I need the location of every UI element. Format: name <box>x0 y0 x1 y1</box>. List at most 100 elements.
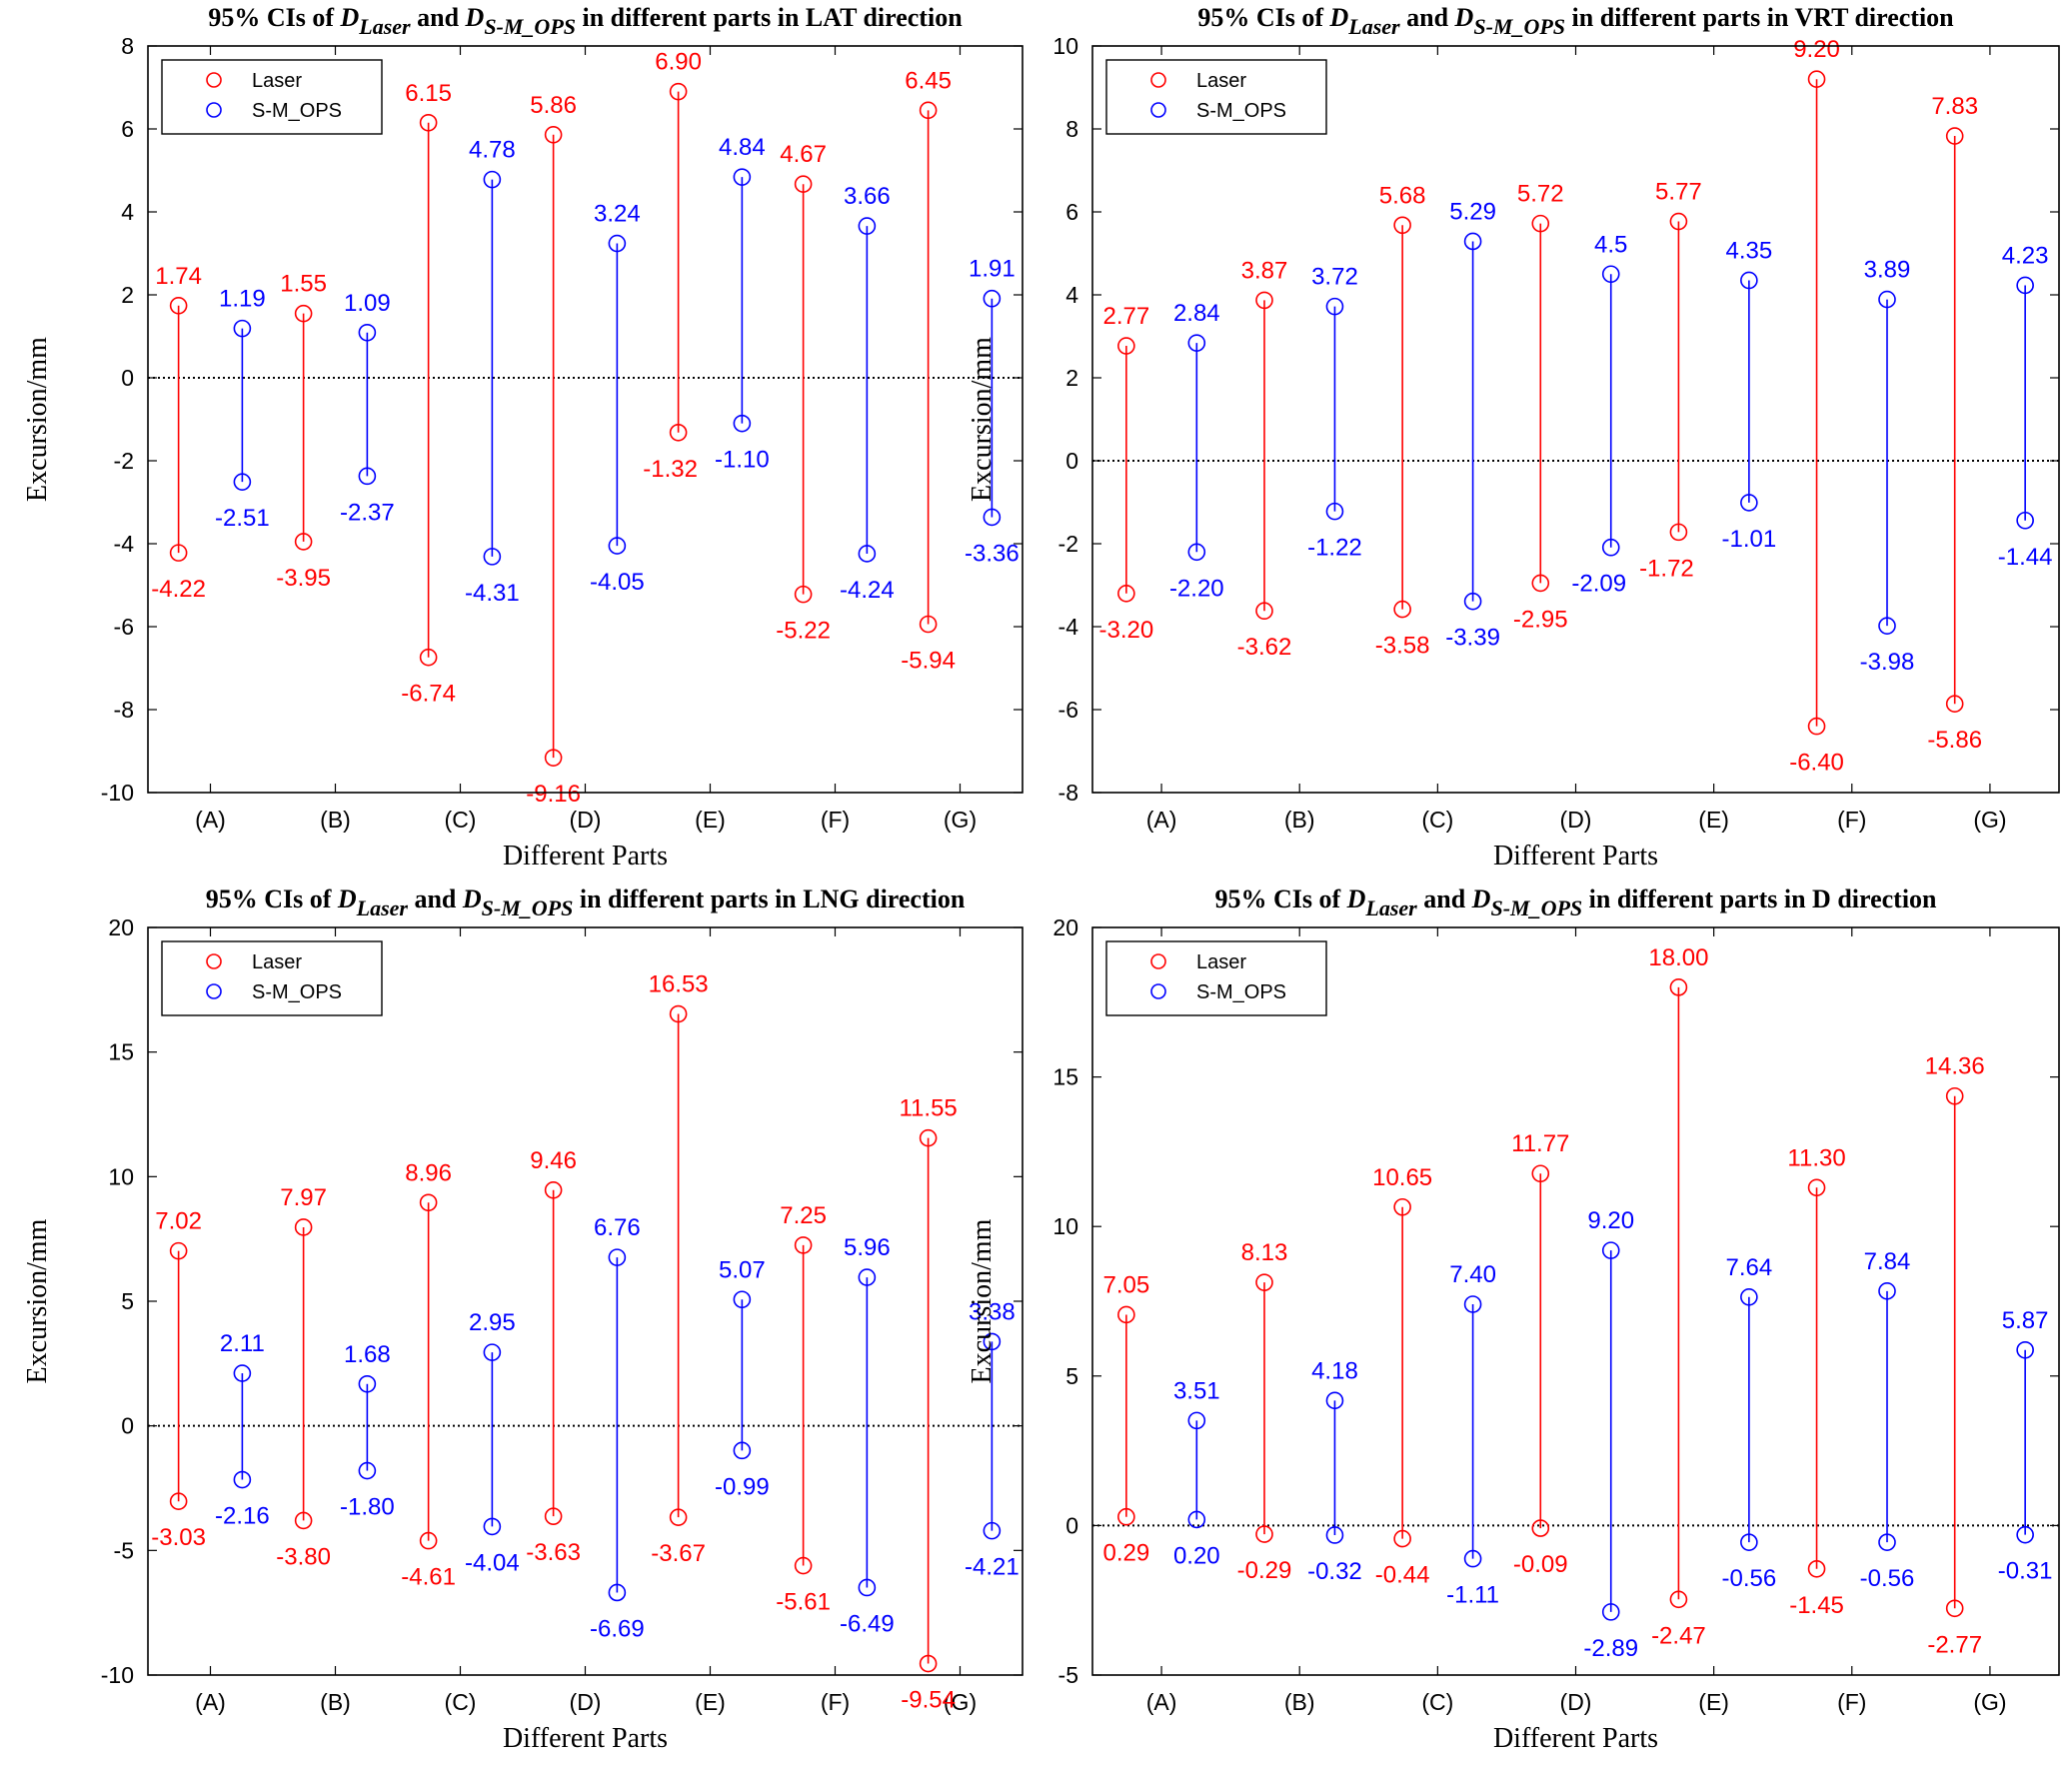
ci-lower-label: -2.20 <box>1169 575 1224 602</box>
legend-marker <box>206 983 222 999</box>
chart-panel-2: 95% CIs of DLaser and DS-M_OPS in differ… <box>967 3 2060 872</box>
ci-upper-label: 7.25 <box>780 1202 827 1229</box>
ci-lower-marker <box>608 1583 627 1602</box>
ci-lower-marker <box>669 423 688 442</box>
ci-upper-marker <box>608 234 627 253</box>
x-tick-label: (A) <box>1146 1689 1177 1715</box>
x-tick-label: (B) <box>320 1689 351 1715</box>
ci-lower-marker <box>1393 600 1411 619</box>
ci-lower-label: -0.56 <box>1722 1565 1777 1592</box>
ci-lower-marker <box>1669 1590 1688 1609</box>
ci-upper-marker <box>794 175 813 193</box>
legend-marker <box>1150 953 1166 969</box>
y-tick-label: -2 <box>1058 531 1078 557</box>
x-tick-label: (G) <box>1973 1689 2006 1715</box>
series-smops: 2.11 -2.16 1.68 -1.80 2.95 -4.04 6.76 -6.69 5.07… <box>215 1214 1020 1642</box>
ci-lower-marker <box>1878 1533 1896 1551</box>
ci-upper-marker <box>1187 334 1206 352</box>
ci-upper-marker <box>919 101 938 120</box>
ci-upper-marker <box>1807 70 1826 88</box>
x-tick-label: (A) <box>195 1689 226 1715</box>
y-tick-label: 4 <box>121 199 134 225</box>
ci-lower-marker <box>1740 1533 1758 1551</box>
ci-upper-label: 3.87 <box>1241 257 1288 284</box>
series-laser: 2.77 -3.20 3.87 -3.62 5.68 -3.58 5.72 -2.95 5.77… <box>1098 36 1982 776</box>
ci-lower-label: -2.89 <box>1583 1635 1638 1662</box>
x-tick-label: (D) <box>570 1689 602 1715</box>
ci-upper-marker <box>1325 297 1344 316</box>
y-tick-label: 0 <box>121 1413 134 1439</box>
ci-upper-marker <box>1945 127 1964 145</box>
ci-upper-marker <box>669 1004 688 1023</box>
ci-upper-label: 6.90 <box>655 49 702 76</box>
ci-upper-marker <box>294 304 313 323</box>
y-axis-label: Excursion/mm <box>967 337 998 502</box>
x-tick-label: (D) <box>1560 807 1592 833</box>
x-axis-label: Different Parts <box>503 841 668 872</box>
ci-upper-marker <box>233 319 252 338</box>
chart-panel-1: 95% CIs of DLaser and DS-M_OPS in differ… <box>22 3 1024 872</box>
ci-lower-marker <box>1601 538 1620 557</box>
ci-lower-label: -2.16 <box>215 1503 270 1530</box>
ci-upper-label: 3.89 <box>1864 257 1911 284</box>
ci-upper-label: 6.15 <box>405 80 452 107</box>
ci-upper-label: 6.45 <box>905 67 952 94</box>
ci-lower-label: -6.69 <box>590 1615 645 1642</box>
ci-lower-marker <box>1255 602 1273 621</box>
x-tick-label: (G) <box>944 807 977 833</box>
ci-lower-label: -1.10 <box>715 447 770 474</box>
ci-lower-marker <box>1393 1529 1411 1548</box>
x-tick-label: (D) <box>1560 1689 1592 1715</box>
ci-lower-label: -5.86 <box>1927 727 1982 754</box>
x-tick-label: (F) <box>1837 807 1866 833</box>
ci-upper-marker <box>1531 214 1550 233</box>
ci-lower-marker <box>1463 1549 1482 1568</box>
ci-lower-marker <box>358 467 377 486</box>
ci-lower-marker <box>1325 1526 1344 1544</box>
ci-upper-label: 5.77 <box>1655 179 1702 206</box>
ci-upper-marker <box>358 1374 377 1393</box>
ci-upper-label: 1.55 <box>280 271 327 298</box>
legend-box <box>161 940 383 1016</box>
x-tick-label: (D) <box>570 807 602 833</box>
ci-upper-label: 7.40 <box>1449 1261 1496 1288</box>
ci-upper-marker <box>419 113 438 132</box>
ci-upper-label: 11.55 <box>899 1095 957 1122</box>
ci-upper-marker <box>1601 265 1620 284</box>
ci-upper-marker <box>2016 1340 2034 1359</box>
ci-upper-label: 2.84 <box>1173 300 1220 327</box>
ci-upper-marker <box>1878 1282 1896 1300</box>
legend-entry: S-M_OPS <box>1196 981 1286 1003</box>
ci-upper-label: 7.97 <box>280 1184 327 1211</box>
ci-lower-label: -3.39 <box>1445 625 1500 652</box>
ci-upper-label: 1.09 <box>344 290 391 317</box>
ci-upper-marker <box>919 1128 938 1147</box>
chart-panel-4: 95% CIs of DLaser and DS-M_OPS in differ… <box>967 884 2060 1754</box>
legend-box <box>161 59 383 135</box>
ci-lower-marker <box>544 749 563 767</box>
y-axis-label: Excursion/mm <box>967 1218 998 1383</box>
x-tick-label: (E) <box>695 1689 726 1715</box>
ci-upper-label: 9.46 <box>530 1147 577 1174</box>
y-tick-label: 5 <box>121 1288 134 1314</box>
y-tick-label: 5 <box>1065 1363 1078 1389</box>
ci-upper-label: 5.29 <box>1449 198 1496 225</box>
ci-upper-label: 9.20 <box>1793 36 1840 63</box>
ci-upper-label: 1.68 <box>344 1341 391 1368</box>
y-tick-label: 6 <box>1065 199 1078 225</box>
ci-upper-marker <box>983 289 1002 308</box>
ci-upper-label: 3.24 <box>594 201 641 228</box>
ci-lower-marker <box>169 544 188 562</box>
ci-upper-marker <box>1531 1164 1550 1183</box>
ci-lower-label: -1.22 <box>1307 535 1362 562</box>
ci-lower-marker <box>1740 494 1758 512</box>
ci-lower-label: -3.95 <box>276 565 331 592</box>
y-tick-label: 4 <box>1065 282 1078 308</box>
ci-lower-label: -3.67 <box>651 1540 706 1567</box>
ci-lower-marker <box>669 1508 688 1526</box>
ci-lower-marker <box>2016 1525 2034 1544</box>
ci-upper-label: 14.36 <box>1925 1053 1985 1080</box>
legend: Laser S-M_OPS <box>161 59 383 135</box>
ci-lower-label: -5.22 <box>776 618 831 645</box>
ci-lower-marker <box>419 648 438 667</box>
